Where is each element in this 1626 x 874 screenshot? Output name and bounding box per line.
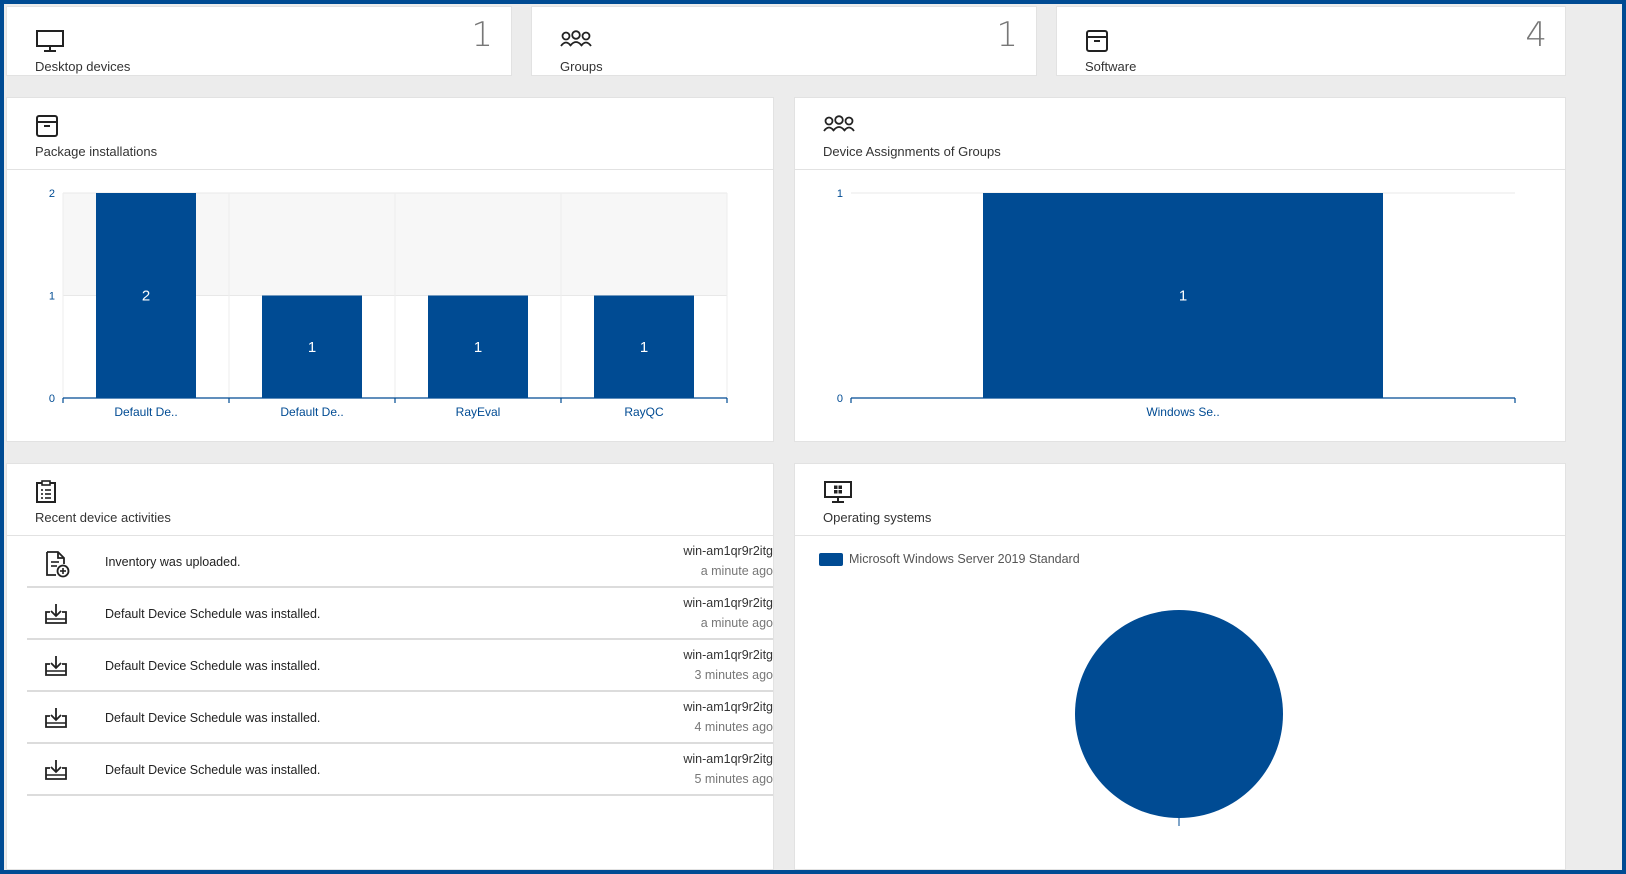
panel-header: Operating systems <box>795 464 1565 536</box>
y-tick-label: 1 <box>837 188 843 200</box>
panel-header: Recent device activities <box>7 464 773 536</box>
panel-header: Device Assignments of Groups <box>795 98 1565 170</box>
y-tick-label: 0 <box>49 393 55 405</box>
bar-value-label: 1 <box>1179 288 1187 305</box>
bar <box>594 295 694 398</box>
tray-download-icon <box>43 758 69 787</box>
tray-download-icon <box>43 602 69 631</box>
panel-recent-activities: Recent device activities Inventory was u… <box>6 463 774 870</box>
legend-swatch <box>819 552 843 566</box>
device-assignments-chart: 0 1 1 Windows Se.. <box>837 188 1516 419</box>
panel-package-installations: Package installations 0 1 2 2 Default De.. 1 D… <box>6 97 774 442</box>
activity-row[interactable]: Default Device Schedule was installed. w… <box>27 692 773 744</box>
chart-legend[interactable]: Microsoft Windows Server 2019 Standard <box>819 552 1080 566</box>
operating-systems-pie-chart <box>1075 610 1283 826</box>
activity-time: a minute ago <box>700 564 773 578</box>
bar <box>983 193 1383 398</box>
stat-count: 1 <box>471 15 493 55</box>
clipboard-list-icon <box>35 480 57 509</box>
activity-text: Default Device Schedule was installed. <box>105 659 321 673</box>
activity-device[interactable]: win-am1qr9r2itg <box>683 752 773 766</box>
stat-label: Groups <box>560 59 603 74</box>
panel-title: Operating systems <box>823 510 932 525</box>
bar <box>262 295 362 398</box>
bar-value-label: 1 <box>474 339 482 356</box>
panel-header: Package installations <box>7 98 773 170</box>
monitor-icon <box>35 29 65 58</box>
activity-time: 3 minutes ago <box>694 668 773 682</box>
panel-title: Device Assignments of Groups <box>823 144 1001 159</box>
tray-download-icon <box>43 654 69 683</box>
activity-text: Default Device Schedule was installed. <box>105 711 321 725</box>
activity-row[interactable]: Default Device Schedule was installed. w… <box>27 588 773 640</box>
dashboard: Desktop devices 1 Groups 1 Software 4 Pa… <box>4 4 1622 870</box>
panel-title: Package installations <box>35 144 158 159</box>
y-tick-label: 2 <box>49 188 55 200</box>
package-icon <box>1085 29 1109 58</box>
tray-download-icon <box>43 706 69 735</box>
activity-row[interactable]: Default Device Schedule was installed. w… <box>27 640 773 692</box>
package-icon <box>35 114 59 143</box>
panel-device-assignments: Device Assignments of Groups 0 1 1 Windows … <box>794 97 1566 442</box>
activity-time: a minute ago <box>700 616 773 630</box>
stat-card-groups[interactable]: Groups 1 <box>531 6 1037 76</box>
stat-card-desktop-devices[interactable]: Desktop devices 1 <box>6 6 512 76</box>
activity-text: Default Device Schedule was installed. <box>105 763 321 777</box>
bar-value-label: 1 <box>640 339 648 356</box>
package-installations-chart: 0 1 2 2 Default De.. 1 Default De.. 1 RayEval 1 Ra… <box>49 188 728 419</box>
y-tick-label: 0 <box>837 393 843 405</box>
stat-count: 1 <box>996 15 1018 55</box>
activity-device[interactable]: win-am1qr9r2itg <box>683 596 773 610</box>
legend-label: Microsoft Windows Server 2019 Standard <box>849 552 1080 566</box>
panel-title: Recent device activities <box>35 510 171 525</box>
x-tick-label: Windows Se.. <box>1146 405 1219 419</box>
x-tick-label: RayEval <box>456 405 501 419</box>
file-add-icon <box>43 550 71 583</box>
activity-row[interactable]: Inventory was uploaded. win-am1qr9r2itg … <box>27 536 773 588</box>
activity-device[interactable]: win-am1qr9r2itg <box>683 648 773 662</box>
pie-slice <box>1075 610 1283 818</box>
stat-label: Software <box>1085 59 1137 74</box>
stat-card-software[interactable]: Software 4 <box>1056 6 1566 76</box>
stat-label: Desktop devices <box>35 59 131 74</box>
y-tick-label: 1 <box>49 291 55 303</box>
windows-monitor-icon <box>823 480 853 509</box>
x-tick-label: Default De.. <box>114 405 177 419</box>
x-tick-label: RayQC <box>624 405 664 419</box>
activity-row[interactable]: Default Device Schedule was installed. w… <box>27 744 773 796</box>
x-tick-label: Default De.. <box>280 405 343 419</box>
groups-icon <box>560 29 592 54</box>
bar <box>96 193 196 398</box>
activity-device[interactable]: win-am1qr9r2itg <box>683 544 773 558</box>
groups-icon <box>823 114 855 139</box>
bar-value-label: 2 <box>142 288 150 305</box>
bar <box>428 295 528 398</box>
activity-list: Inventory was uploaded. win-am1qr9r2itg … <box>27 536 773 796</box>
activity-time: 5 minutes ago <box>694 772 773 786</box>
activity-device[interactable]: win-am1qr9r2itg <box>683 700 773 714</box>
stat-count: 4 <box>1525 15 1547 55</box>
activity-time: 4 minutes ago <box>694 720 773 734</box>
activity-text: Inventory was uploaded. <box>105 555 241 569</box>
activity-text: Default Device Schedule was installed. <box>105 607 321 621</box>
bar-value-label: 1 <box>308 339 316 356</box>
panel-operating-systems: Operating systems Microsoft Windows Serv… <box>794 463 1566 870</box>
